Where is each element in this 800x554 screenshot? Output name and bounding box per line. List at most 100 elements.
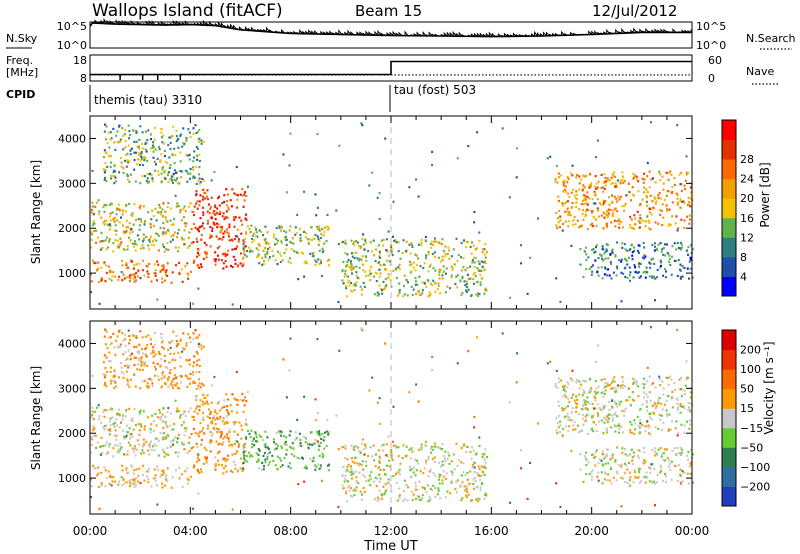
scatter-cell [374,476,377,479]
scatter-cell [427,456,430,459]
scatter-cell [646,196,648,199]
scatter-cell [223,405,226,408]
scatter-cell [675,192,678,195]
scatter-cell [186,272,189,275]
scatter-cell [648,426,651,429]
scatter-cell [389,484,392,487]
scatter-cell [183,347,186,350]
scatter-cell [611,250,613,253]
scatter-cell [98,415,101,418]
scatter-cell [109,336,112,339]
scatter-cell [606,421,609,424]
scatter-cell [140,423,142,426]
scatter-cell [668,428,671,431]
scatter-cell [669,263,672,266]
scatter-cell [321,247,324,250]
scatter-cell [170,428,173,431]
scatter-cell [576,398,579,401]
scatter-cell [582,389,585,392]
scatter-cell [367,479,370,482]
scatter-cell [475,293,478,296]
scatter-cell [368,389,371,392]
scatter-cell [595,387,598,390]
scatter-cell [192,160,195,163]
scatter-cell [232,216,235,219]
scatter-cell [348,484,350,487]
scatter-cell [668,223,671,226]
scatter-cell [166,446,169,449]
scatter-cell [157,263,160,266]
scatter-cell [567,430,570,433]
scatter-cell [360,293,363,296]
scatter-cell [614,207,617,210]
scatter-cell [604,382,607,385]
scatter-cell [195,407,198,410]
scatter-cell [133,445,136,448]
scatter-cell [216,247,219,250]
colorbar-tick-label: 100 [740,363,761,376]
scatter-cell [582,414,585,417]
scatter-cell [100,216,103,219]
scatter-cell [212,222,215,225]
scatter-cell [363,490,366,493]
scatter-cell [337,448,340,451]
scatter-cell [295,437,298,440]
scatter-cell [279,260,282,264]
scatter-cell [428,470,431,473]
scatter-cell [102,168,105,171]
scatter-cell [225,210,228,213]
scatter-cell [358,257,361,260]
scatter-cell [116,219,119,222]
scatter-cell [222,437,225,440]
time-tick-label: 08:00 [273,524,308,538]
scatter-cell [434,281,437,284]
scatter-cell [668,254,671,257]
scatter-cell [649,121,652,124]
scatter-cell [309,252,312,255]
scatter-cell [145,335,147,338]
scatter-cell [137,145,140,148]
scatter-cell [156,298,159,301]
scatter-cell [248,432,251,435]
scatter-cell [576,219,579,222]
scatter-cell [646,161,649,164]
scatter-cell [344,444,347,447]
scatter-cell [610,482,613,485]
scatter-cell [561,229,564,232]
scatter-cell [338,144,341,147]
scatter-cell [582,203,585,206]
scatter-cell [268,461,271,464]
scatter-cell [338,349,341,352]
scatter-cell [586,195,589,199]
scatter-cell [439,474,442,477]
scatter-cell [103,354,106,357]
scatter-cell [166,241,169,244]
scatter-cell [203,227,206,230]
scatter-cell [108,428,111,431]
scatter-cell [206,427,209,430]
scatter-cell [127,144,130,147]
scatter-cell [397,455,400,458]
scatter-cell [221,420,224,423]
scatter-cell [196,240,199,243]
scatter-cell [471,464,474,467]
scatter-cell [683,389,686,392]
scatter-cell [676,229,679,232]
scatter-cell [115,134,118,137]
scatter-cell [583,380,586,383]
scatter-cell [633,381,635,384]
scatter-cell [608,413,611,416]
scatter-cell [618,259,621,262]
scatter-cell [277,444,279,447]
scatter-cell [196,200,199,203]
scatter-cell [129,437,132,440]
scatter-cell [392,200,395,203]
scatter-cell [464,489,467,492]
scatter-cell [632,246,635,249]
scatter-cell [138,228,141,231]
scatter-cell [365,446,368,449]
scatter-cell [115,213,118,216]
scatter-cell [562,427,565,430]
scatter-cell [475,498,478,501]
scatter-cell [183,434,186,437]
